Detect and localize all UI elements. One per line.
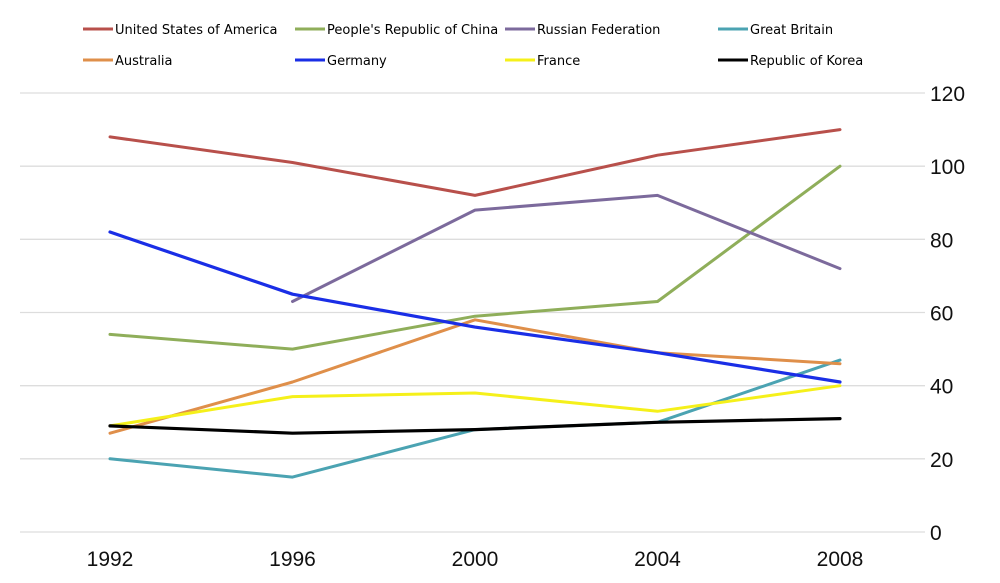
legend-label: Great Britain <box>750 23 833 38</box>
series-line-russian-federation <box>291 193 842 303</box>
legend-item: Australia <box>83 54 173 69</box>
series-line-republic-of-korea <box>108 417 842 435</box>
x-tick-label: 2000 <box>452 548 499 571</box>
legend-item: United States of America <box>83 23 277 38</box>
y-tick-label: 60 <box>930 303 953 326</box>
legend-label: Republic of Korea <box>750 54 863 69</box>
x-tick-label: 1992 <box>87 548 134 571</box>
legend-label: Australia <box>115 54 173 69</box>
y-tick-label: 80 <box>930 229 953 252</box>
gridlines <box>20 92 925 533</box>
y-tick-label: 20 <box>930 449 953 472</box>
legend: United States of America People's Republi… <box>83 23 863 69</box>
legend-item: Republic of Korea <box>718 54 863 69</box>
legend-label: People's Republic of China <box>327 23 498 38</box>
legend-label: Russian Federation <box>537 23 660 38</box>
x-tick-label: 2008 <box>817 548 864 571</box>
legend-item: Germany <box>295 54 387 69</box>
series-line-people-s-republic-of-china <box>108 164 842 351</box>
y-tick-label: 100 <box>930 156 965 179</box>
legend-label: United States of America <box>115 23 277 38</box>
series-line-australia <box>108 318 842 435</box>
legend-item: People's Republic of China <box>295 23 498 38</box>
legend-label: Germany <box>327 54 387 69</box>
legend-item: Great Britain <box>718 23 833 38</box>
legend-label: France <box>537 54 580 69</box>
legend-item: France <box>505 54 580 69</box>
series-line-france <box>108 384 842 428</box>
y-axis-ticks: 0 20 40 60 80 100 120 <box>930 83 965 545</box>
series-line-germany <box>108 230 842 384</box>
series-line-great-britain <box>108 358 842 479</box>
x-axis-ticks: 1992 1996 2000 2004 2008 <box>87 548 864 571</box>
y-tick-label: 0 <box>930 522 942 545</box>
legend-item: Russian Federation <box>505 23 660 38</box>
x-tick-label: 1996 <box>269 548 316 571</box>
y-tick-label: 120 <box>930 83 965 106</box>
y-tick-label: 40 <box>930 376 953 399</box>
series-line-united-states-of-america <box>108 128 842 197</box>
x-tick-label: 2004 <box>634 548 681 571</box>
series-lines <box>108 128 842 479</box>
